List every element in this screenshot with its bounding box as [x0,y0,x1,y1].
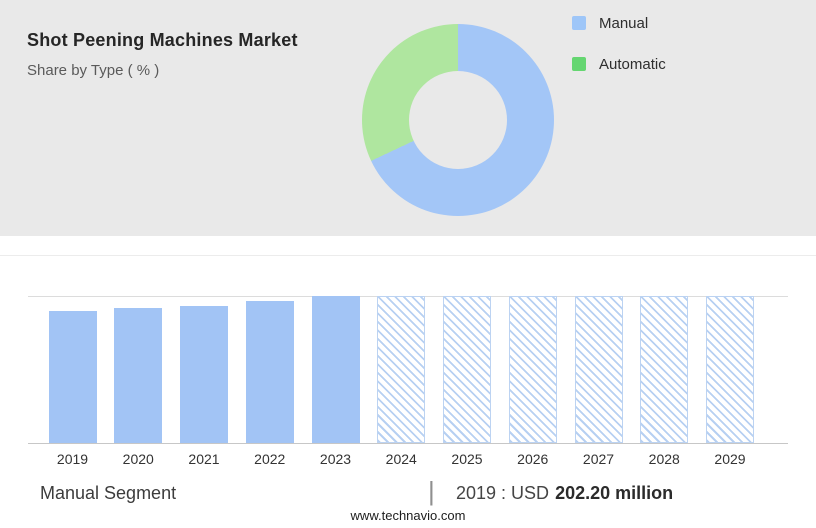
footer-value-prefix: 2019 : USD [456,483,550,503]
page-subtitle: Share by Type ( % ) [27,62,160,79]
page-title: Shot Peening Machines Market [27,30,298,50]
bar-2020 [114,308,163,443]
bar-2023 [311,296,360,443]
forecast-bar-2024 [377,296,426,443]
x-axis-label-2019: 2019 [56,451,89,467]
x-axis-label-2022: 2022 [254,451,286,467]
footer-divider: | [428,476,435,506]
header-panel: Shot Peening Machines Market Share by Ty… [0,0,816,236]
x-axis-label-2023: 2023 [319,451,352,467]
forecast-bar-2025 [443,296,491,443]
forecast-bar-2028 [640,296,689,443]
footer-value: 2019 : USD 202.20 million [456,483,673,504]
automatic-swatch-icon [572,57,586,71]
x-axis-label-2027: 2027 [582,451,615,467]
forecast-bar-2027 [574,296,623,443]
legend-label-automatic: Automatic [599,55,666,73]
footer-segment-label: Manual Segment [40,483,177,503]
x-axis-line [28,443,788,444]
donut-hole [409,71,507,169]
bar-2022 [245,301,294,443]
x-axis-label-2028: 2028 [648,451,680,467]
donut-chart [362,24,554,216]
website-text: www.technavio.com [350,508,466,523]
bar-2019 [48,311,97,443]
section-divider [0,255,816,256]
manual-swatch-icon [572,16,586,30]
forecast-bar-2026 [508,296,557,443]
x-axis-label-2029: 2029 [714,451,746,467]
legend-item-manual: Manual [572,12,666,34]
footer-value-bold: 202.20 million [555,483,674,503]
x-axis-label-2024: 2024 [385,451,417,467]
x-axis-label-2025: 2025 [451,451,483,467]
bar-2021 [180,306,228,443]
legend-item-automatic: Automatic [572,53,666,75]
x-axis-label-2020: 2020 [122,451,154,467]
legend-label-manual: Manual [599,14,649,32]
x-axis-label-2021: 2021 [188,451,220,467]
legend: Manual Automatic [572,12,666,94]
forecast-bar-2029 [706,296,754,443]
x-axis-label-2026: 2026 [517,451,549,467]
